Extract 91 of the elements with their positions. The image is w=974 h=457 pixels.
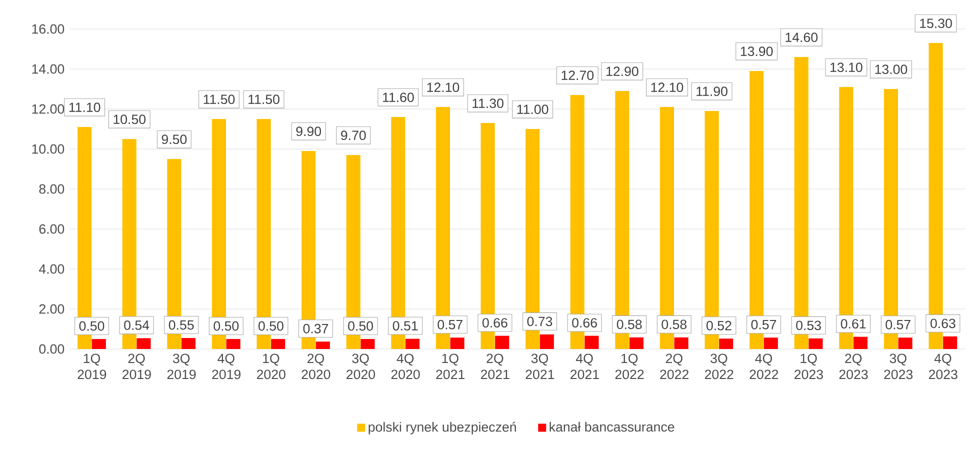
data-label: 11.10 xyxy=(69,102,100,112)
legend-label: polski rynek ubezpieczeń xyxy=(368,422,516,434)
x-tick-label: 3Q 2020 xyxy=(346,354,376,380)
data-label: 0.58 xyxy=(616,320,642,330)
data-label: 0.58 xyxy=(662,320,687,330)
legend-label: kanał bancassurance xyxy=(550,422,674,432)
data-label: 0.50 xyxy=(348,321,373,331)
data-label: 12.10 xyxy=(651,82,684,92)
data-label: 0.66 xyxy=(482,318,508,328)
x-tick-label: 4Q 2023 xyxy=(928,354,958,380)
bar xyxy=(674,337,688,349)
data-label: 11.90 xyxy=(696,86,728,96)
data-label: 0.66 xyxy=(572,318,597,328)
data-label: 0.73 xyxy=(527,316,552,326)
data-label: 12.10 xyxy=(427,82,460,92)
data-label: 11.00 xyxy=(517,104,548,114)
data-label: 13.10 xyxy=(830,62,862,72)
bar xyxy=(898,338,912,349)
data-label: 9.50 xyxy=(162,134,187,144)
bar xyxy=(316,342,330,349)
bar xyxy=(629,337,644,349)
bar xyxy=(540,334,554,349)
bar xyxy=(226,339,240,349)
data-label: 0.57 xyxy=(438,320,462,330)
bar xyxy=(584,336,599,349)
bar xyxy=(271,339,286,349)
x-tick-label: 1Q 2022 xyxy=(615,354,644,380)
y-tick-label: 8.00 xyxy=(39,184,64,194)
data-label: 12.70 xyxy=(562,70,594,80)
y-tick-label: 16.00 xyxy=(32,24,64,34)
x-tick-label: 2Q 2022 xyxy=(660,354,688,380)
data-label: 9.90 xyxy=(296,126,322,136)
data-label: 13.90 xyxy=(740,46,773,56)
bar xyxy=(808,338,823,349)
x-tick-label: 3Q 2023 xyxy=(884,354,913,380)
x-tick-label: 2Q 2021 xyxy=(480,354,510,380)
y-tick-label: 0.00 xyxy=(39,344,64,354)
bar xyxy=(495,336,510,349)
y-tick-label: 10.00 xyxy=(32,144,64,154)
y-tick-label: 12.00 xyxy=(32,104,64,114)
data-label: 0.37 xyxy=(303,324,328,334)
data-label: 9.70 xyxy=(341,130,366,140)
x-tick-label: 4Q 2022 xyxy=(750,354,778,380)
data-label: 14.60 xyxy=(786,32,818,42)
bar xyxy=(136,338,151,349)
data-label: 11.60 xyxy=(383,92,414,102)
data-label: 0.63 xyxy=(930,318,956,328)
bar xyxy=(405,338,420,349)
data-label: 0.50 xyxy=(214,321,239,331)
bar xyxy=(360,339,375,349)
data-label: 0.52 xyxy=(706,320,732,330)
data-label: 11.50 xyxy=(248,94,280,104)
x-tick-label: 1Q 2023 xyxy=(794,354,823,380)
x-tick-label: 2Q 2019 xyxy=(122,354,151,380)
bar xyxy=(719,338,734,349)
data-label: 0.57 xyxy=(751,320,776,330)
y-tick-label: 4.00 xyxy=(38,264,64,274)
data-label: 0.61 xyxy=(840,319,866,329)
x-tick-label: 4Q 2021 xyxy=(570,354,599,380)
data-label: 0.50 xyxy=(79,321,104,331)
bar xyxy=(853,336,868,349)
bar xyxy=(450,338,464,349)
y-tick-label: 14.00 xyxy=(32,64,64,74)
x-tick-label: 2Q 2020 xyxy=(302,354,330,380)
data-label: 12.90 xyxy=(606,66,638,76)
data-label: 10.50 xyxy=(114,114,146,124)
data-label: 0.57 xyxy=(886,320,910,330)
x-tick-label: 1Q 2019 xyxy=(78,354,106,380)
x-tick-label: 3Q 2019 xyxy=(167,354,196,380)
data-label: 0.55 xyxy=(168,320,194,330)
bar xyxy=(764,338,778,349)
data-label: 11.30 xyxy=(472,98,504,108)
x-tick-label: 4Q 2020 xyxy=(391,354,420,380)
bar xyxy=(181,338,196,349)
data-label: 0.51 xyxy=(392,321,418,331)
data-label: 11.50 xyxy=(204,94,235,104)
y-tick-label: 6.00 xyxy=(39,224,64,234)
x-tick-label: 1Q 2021 xyxy=(436,354,464,380)
data-label: 0.53 xyxy=(796,320,821,330)
x-tick-label: 3Q 2021 xyxy=(526,354,554,380)
data-label: 0.54 xyxy=(124,320,150,330)
x-tick-label: 3Q 2022 xyxy=(704,354,734,380)
x-tick-label: 4Q 2019 xyxy=(212,354,241,380)
y-tick-label: 2.00 xyxy=(39,304,64,314)
data-label: 15.30 xyxy=(920,18,952,28)
bar xyxy=(92,339,106,349)
data-label: 0.50 xyxy=(258,321,284,331)
x-tick-label: 1Q 2020 xyxy=(256,354,286,380)
bar xyxy=(943,336,958,349)
data-label: 13.00 xyxy=(875,64,908,74)
x-tick-label: 2Q 2023 xyxy=(839,354,868,380)
